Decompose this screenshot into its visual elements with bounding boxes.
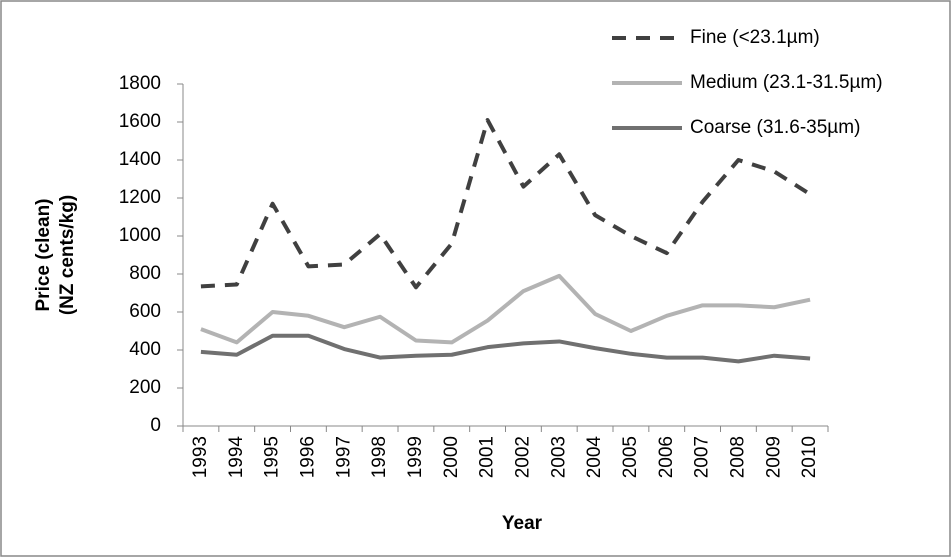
series-line [200,273,811,345]
x-tick-label: 1997 [333,436,354,478]
y-tick-label: 1800 [119,73,161,94]
x-tick-label: 1993 [190,436,211,478]
y-tick-label: 0 [150,415,161,436]
y-tick-label: 1200 [119,187,161,208]
series-line [200,118,812,290]
y-tick-label: 400 [129,339,161,360]
x-tick-label: 2008 [727,436,748,478]
x-tick-label: 2000 [441,436,462,478]
x-tick-label: 1994 [226,436,247,479]
x-tick-label: 2009 [763,436,784,478]
y-axis-label: Price (clean) [33,199,54,312]
x-tick-label: 2005 [620,436,641,478]
y-tick-label: 1600 [119,111,161,132]
x-tick-label: 2004 [584,436,605,479]
x-tick-label: 2010 [799,436,820,478]
x-tick-label: 1996 [297,436,318,478]
x-tick-label: 1999 [405,436,426,478]
x-tick-label: 2007 [692,436,713,478]
y-tick-label: 1400 [119,149,161,170]
y-tick-label: 600 [129,301,161,322]
x-axis-label: Year [502,513,543,534]
legend-label: Medium (23.1-31.5µm) [690,72,883,93]
x-tick-label: 2003 [548,436,569,478]
y-tick-label: 800 [129,263,161,284]
y-tick-label: 200 [129,377,161,398]
x-tick-label: 2002 [512,436,533,478]
legend-label: Fine (<23.1µm) [690,27,820,48]
x-tick-label: 1998 [369,436,390,478]
y-axis-label: (NZ cents/kg) [57,195,78,315]
legend-label: Coarse (31.6-35µm) [690,117,860,138]
x-tick-label: 1995 [262,436,283,478]
x-tick-label: 2006 [656,436,677,478]
x-tick-label: 2001 [477,436,498,478]
series-line [200,333,811,364]
y-tick-label: 1000 [119,225,161,246]
